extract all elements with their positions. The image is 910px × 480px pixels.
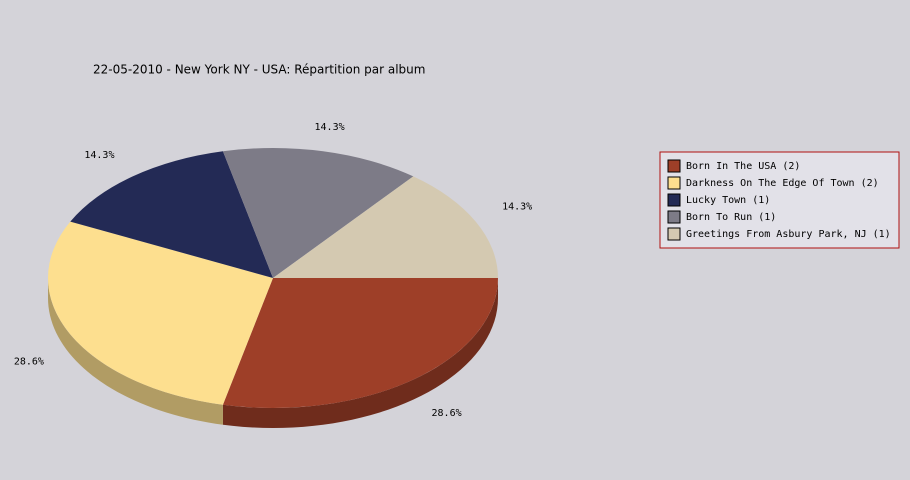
data-label: 14.3% xyxy=(315,122,345,133)
data-label: 28.6% xyxy=(14,357,44,368)
chart-title: 22-05-2010 - New York NY - USA: Répartit… xyxy=(93,63,425,77)
slice xyxy=(222,147,414,278)
slice xyxy=(222,278,498,408)
slice-side xyxy=(48,278,223,425)
slice xyxy=(47,221,273,405)
data-label: 14.3% xyxy=(502,201,532,212)
legend-label: Greetings From Asbury Park, NJ (1) xyxy=(686,229,891,240)
legend-label: Born To Run (1) xyxy=(686,212,776,223)
legend-swatch xyxy=(667,193,681,207)
slice xyxy=(273,176,498,278)
legend-swatch xyxy=(667,210,681,224)
data-label: 28.6% xyxy=(432,408,462,419)
legend-label: Lucky Town (1) xyxy=(686,195,770,206)
legend-swatch xyxy=(667,159,681,173)
slice xyxy=(70,151,273,278)
legend-swatch xyxy=(667,227,681,241)
legend-swatch xyxy=(667,176,681,190)
legend-label: Born In The USA (2) xyxy=(686,161,800,172)
legend-label: Darkness On The Edge Of Town (2) xyxy=(686,178,879,189)
data-label: 14.3% xyxy=(84,150,114,161)
legend-box xyxy=(659,151,900,249)
slice-side xyxy=(222,278,498,428)
